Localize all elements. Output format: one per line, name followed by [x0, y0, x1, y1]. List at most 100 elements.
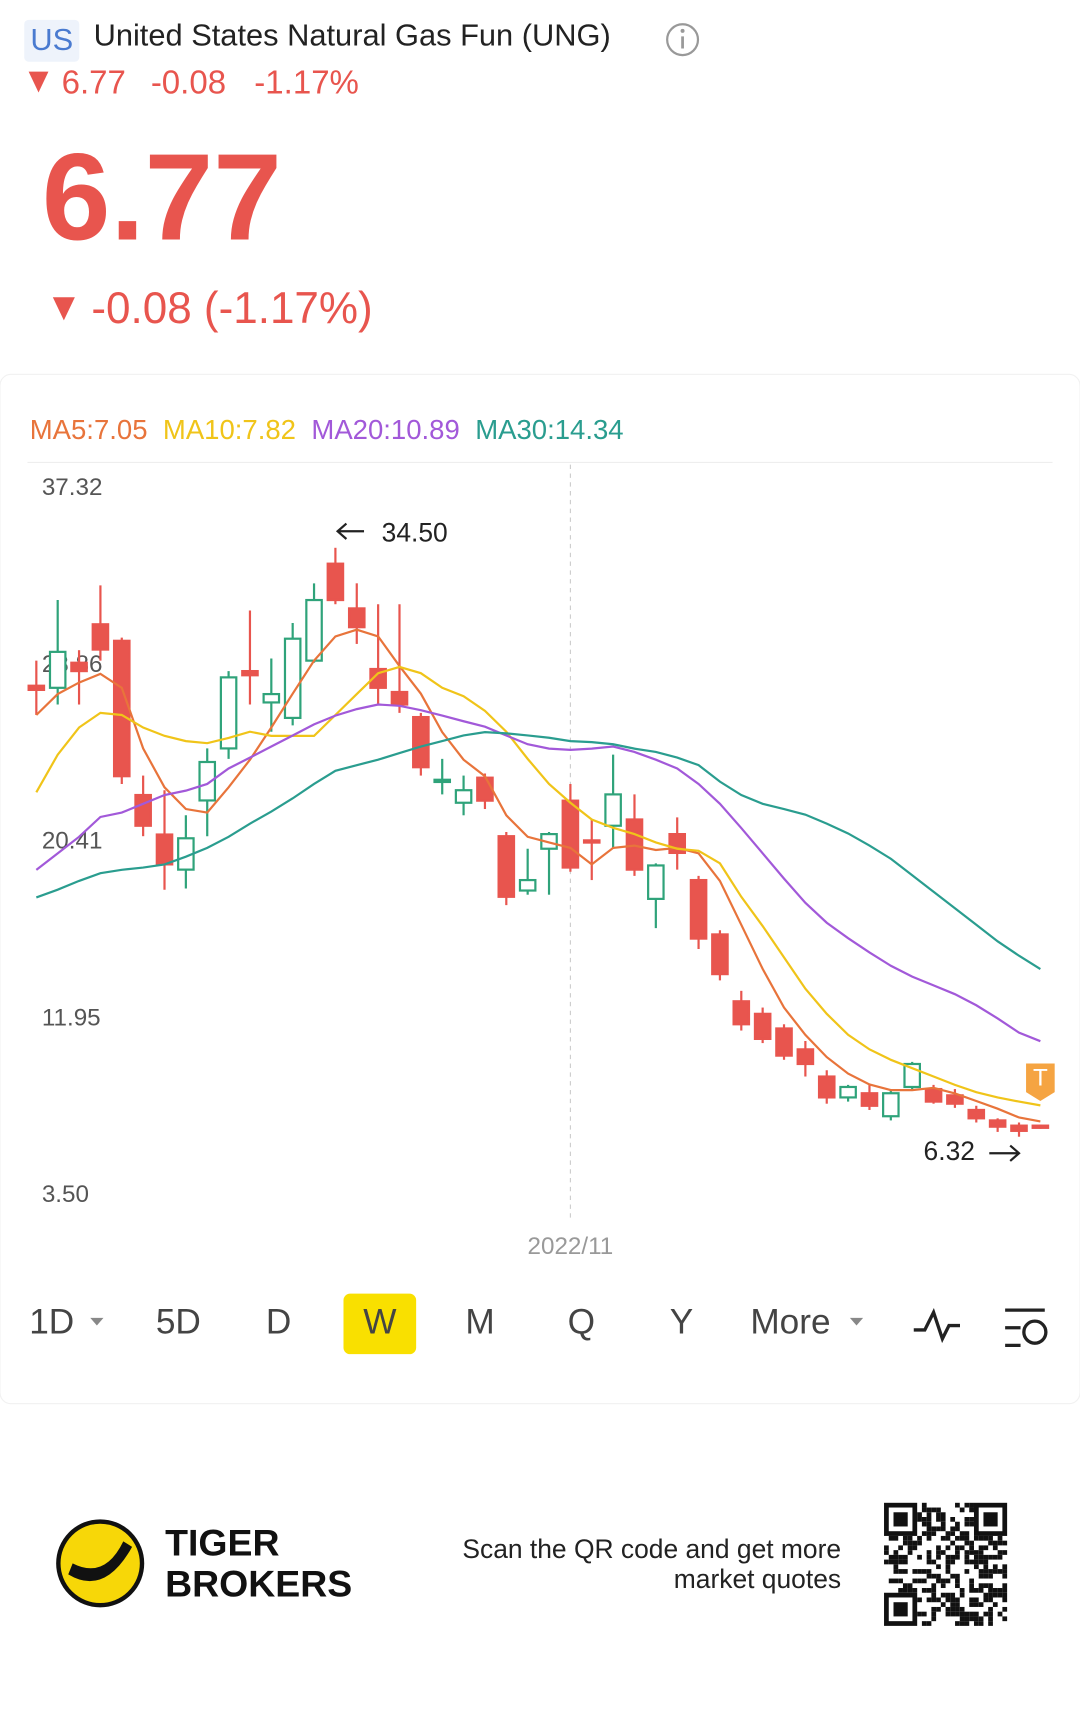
period-tab[interactable]: More	[750, 1303, 830, 1342]
candle-body	[582, 839, 601, 844]
period-tab[interactable]: 5D	[156, 1303, 201, 1342]
qr-module	[912, 1569, 918, 1574]
qr-module	[931, 1526, 937, 1532]
settings-icon[interactable]	[1022, 1319, 1048, 1345]
dropdown-caret[interactable]	[90, 1317, 104, 1326]
period-tab[interactable]: Y	[670, 1303, 694, 1342]
period-tab[interactable]: 1D	[29, 1303, 74, 1342]
qr-module	[983, 1554, 989, 1560]
qr-module	[902, 1540, 908, 1546]
qr-module	[912, 1545, 918, 1551]
qr-module	[940, 1517, 946, 1522]
qr-module	[931, 1616, 937, 1622]
candle-body	[796, 1048, 815, 1066]
qr-module	[955, 1606, 960, 1612]
qr-module	[893, 1578, 899, 1584]
candle-body	[134, 793, 152, 827]
period-tab[interactable]: D	[266, 1303, 291, 1342]
stock-name: United States Natural Gas Fun (UNG)	[94, 18, 611, 53]
candle-body	[1031, 1124, 1050, 1129]
qr-module	[945, 1545, 951, 1551]
qr-module	[926, 1573, 932, 1579]
qr-module	[983, 1597, 989, 1603]
candle-body	[326, 562, 345, 602]
change: -0.08	[151, 64, 226, 101]
qr-module	[1002, 1583, 1008, 1589]
candle-body	[775, 1027, 793, 1057]
period-tab[interactable]: W	[363, 1303, 397, 1342]
tab-highlight[interactable]	[343, 1293, 417, 1355]
qr-module	[936, 1606, 941, 1612]
promo: Scan the QR code and get more	[462, 1534, 841, 1564]
qr-module	[1002, 1573, 1008, 1579]
qr-module	[988, 1616, 993, 1622]
qr-module	[921, 1621, 927, 1626]
price: 6.77	[62, 64, 126, 101]
qr-module	[964, 1517, 970, 1522]
indicator-icon[interactable]	[913, 1308, 960, 1344]
ma-line	[35, 731, 1041, 971]
qr-module	[950, 1540, 956, 1546]
info-dot[interactable]	[680, 28, 685, 33]
settings-icon[interactable]	[1005, 1308, 1045, 1348]
qr-module	[988, 1554, 993, 1560]
qr-module	[964, 1621, 970, 1626]
y-tick-label: 3.50	[42, 1181, 89, 1208]
qr-module	[973, 1564, 979, 1570]
candle-body	[241, 669, 259, 677]
candle-body	[433, 778, 452, 784]
qr-module	[926, 1554, 932, 1560]
qr-module	[926, 1512, 932, 1518]
qr-module	[945, 1564, 951, 1570]
qr-finder	[884, 1502, 918, 1536]
qr-module	[936, 1526, 941, 1532]
qr-module	[973, 1550, 979, 1555]
qr-module	[921, 1611, 927, 1617]
candle-body	[817, 1075, 836, 1099]
qr-module	[950, 1517, 956, 1522]
qr-module	[955, 1583, 960, 1589]
qr-module	[917, 1540, 922, 1546]
qr-module	[884, 1545, 889, 1551]
qr-module	[936, 1597, 941, 1603]
qr-module	[988, 1573, 993, 1579]
qr-module	[898, 1569, 903, 1574]
qr-module	[988, 1606, 993, 1612]
period-tab[interactable]: Q	[568, 1303, 595, 1342]
qr-module	[926, 1559, 932, 1565]
qr-module	[926, 1535, 932, 1541]
candle-body	[305, 598, 323, 662]
candle-body	[689, 878, 708, 940]
candle-body	[27, 684, 46, 692]
qr-module	[940, 1583, 946, 1589]
qr-module	[955, 1597, 960, 1603]
qr-module	[983, 1545, 989, 1551]
qr-module	[983, 1569, 989, 1574]
qr-module	[978, 1550, 984, 1555]
qr-module	[973, 1559, 979, 1565]
candle-body	[219, 676, 238, 750]
candle-body	[732, 1000, 751, 1026]
x-tick-label: 2022/11	[528, 1233, 614, 1260]
qr-module	[959, 1535, 965, 1541]
qr-module	[945, 1569, 951, 1574]
qr-module	[955, 1521, 960, 1527]
qr-module	[917, 1611, 922, 1617]
dropdown-caret[interactable]	[849, 1317, 864, 1326]
info-circle[interactable]	[666, 23, 700, 57]
qr-module	[917, 1512, 922, 1518]
candle-body	[412, 715, 430, 769]
ma-line	[35, 703, 1041, 1043]
qr-module	[973, 1554, 979, 1560]
qr-module	[959, 1606, 965, 1612]
qr-module	[969, 1550, 974, 1555]
period-tab[interactable]: M	[465, 1303, 494, 1342]
candle-body	[839, 1085, 857, 1099]
qr-module	[988, 1535, 993, 1541]
qr-module	[902, 1588, 908, 1593]
qr-module	[902, 1554, 908, 1560]
info-icon[interactable]	[666, 23, 700, 57]
qr-module	[907, 1545, 913, 1551]
qr-module	[964, 1569, 970, 1574]
qr-module	[988, 1583, 993, 1589]
